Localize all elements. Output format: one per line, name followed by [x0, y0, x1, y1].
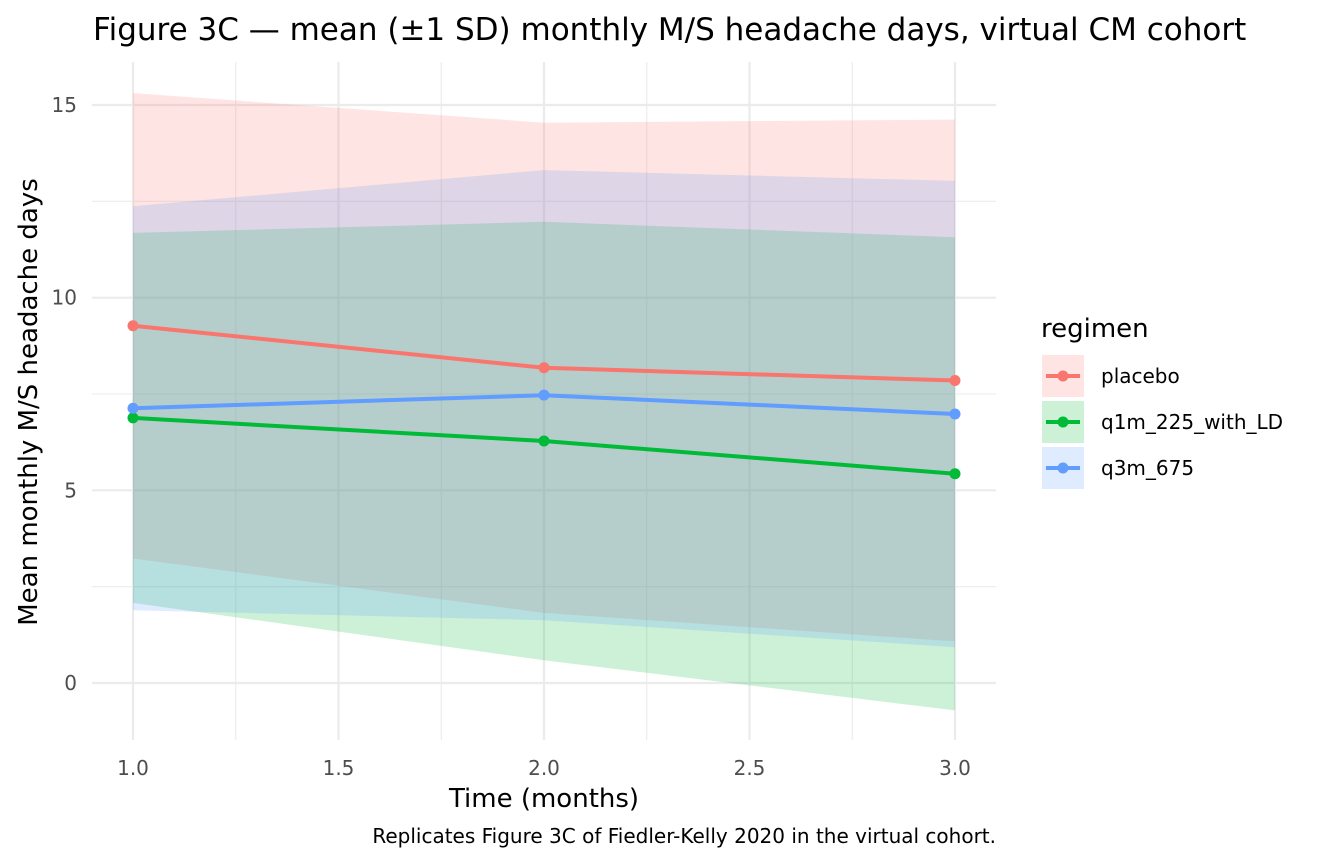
chart-caption: Replicates Figure 3C of Fiedler-Kelly 20…	[372, 824, 996, 848]
y-axis-label: Mean monthly M/S headache days	[14, 178, 44, 626]
sd-band-q3m_675	[133, 170, 955, 648]
point-placebo	[949, 375, 961, 387]
point-q1m_225_with_LD	[538, 435, 550, 447]
y-tick-label: 10	[52, 286, 77, 310]
legend-label-placebo: placebo	[1101, 364, 1180, 388]
legend-point-q3m_675	[1057, 462, 1069, 474]
legend-label-q3m_675: q3m_675	[1101, 456, 1194, 480]
chart-title: Figure 3C — mean (±1 SD) monthly M/S hea…	[93, 12, 1246, 48]
x-tick-label: 2.5	[734, 756, 766, 780]
point-q3m_675	[949, 408, 961, 420]
point-q1m_225_with_LD	[949, 468, 961, 480]
legend-title: regimen	[1041, 314, 1149, 344]
point-q1m_225_with_LD	[127, 412, 139, 424]
point-q3m_675	[538, 389, 550, 401]
x-tick-label: 1.0	[117, 756, 149, 780]
x-tick-label: 1.5	[323, 756, 355, 780]
legend-label-q1m_225_with_LD: q1m_225_with_LD	[1101, 410, 1283, 434]
sd-band-q1m_225_with_LD	[133, 221, 955, 711]
point-q3m_675	[127, 402, 139, 414]
point-placebo	[538, 362, 550, 374]
x-tick-label: 2.0	[528, 756, 560, 780]
y-tick-label: 5	[64, 478, 77, 502]
legend-point-q1m_225_with_LD	[1057, 416, 1069, 428]
x-tick-label: 3.0	[939, 756, 971, 780]
y-tick-label: 0	[64, 671, 77, 695]
y-tick-label: 15	[52, 93, 77, 117]
legend-point-placebo	[1057, 370, 1069, 382]
x-axis-label: Time (months)	[448, 784, 639, 814]
point-placebo	[127, 320, 139, 332]
